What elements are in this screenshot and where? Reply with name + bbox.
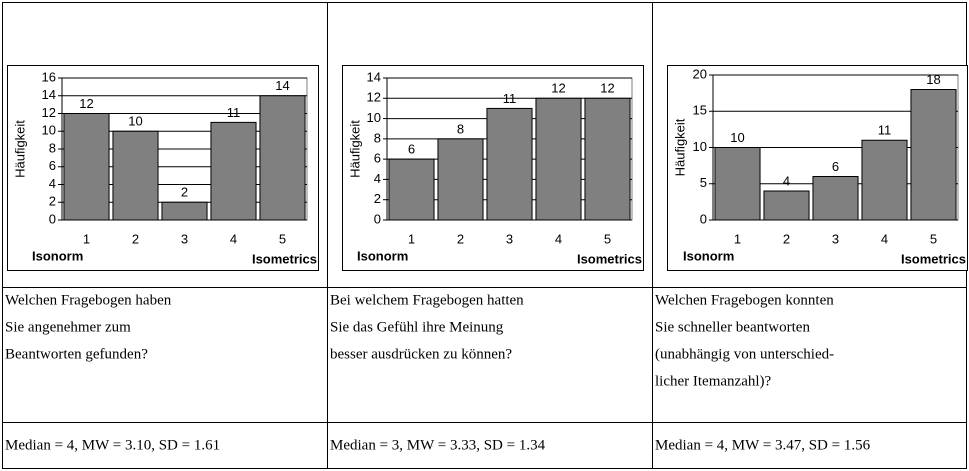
y-tick-label: 6 (49, 158, 56, 173)
value-label: 18 (926, 72, 940, 87)
bar (584, 97, 631, 221)
x-left-label: Isonorm (357, 248, 408, 263)
y-axis-label: Häufigkeit (672, 118, 687, 176)
chart: 0 5 10 15 20 1 10 2 4 3 6 4 11 5 18 Häufigkeit Isonorm Is… (667, 65, 968, 271)
value-label: 12 (600, 81, 614, 96)
y-axis-label: Häufigkeit (347, 120, 362, 178)
y-tick-label: 8 (374, 130, 381, 145)
question-line: Sie das Gefühl ihre Meinung (330, 319, 504, 335)
bar (763, 190, 810, 221)
x-tick-label: 2 (457, 231, 464, 246)
bar (486, 107, 533, 221)
x-tick-label: 3 (181, 231, 188, 246)
question-line: Bei welchem Fragebogen hatten (330, 292, 524, 308)
x-tick-label: 3 (506, 231, 513, 246)
y-tick-label: 10 (367, 110, 381, 125)
y-tick-label: 2 (49, 194, 56, 209)
value-label: 6 (832, 159, 839, 174)
x-left-label: Isonorm (32, 248, 83, 263)
x-tick-label: 3 (832, 231, 839, 246)
question-line: Sie schneller beantworten (655, 319, 810, 335)
x-tick-label: 4 (230, 231, 237, 246)
x-tick-label: 1 (408, 231, 415, 246)
bar (161, 201, 208, 221)
value-label: 4 (783, 173, 790, 188)
y-tick-label: 15 (693, 103, 707, 118)
x-right-label: Isometrics (252, 251, 317, 266)
y-tick-label: 5 (700, 175, 707, 190)
y-tick-label: 20 (693, 66, 707, 81)
x-tick-label: 4 (555, 231, 562, 246)
y-tick-label: 0 (49, 211, 56, 226)
x-tick-label: 2 (783, 231, 790, 246)
x-tick-label: 4 (881, 231, 888, 246)
x-tick-label: 1 (734, 231, 741, 246)
chart: 0 2 4 6 8 10 12 14 16 1 12 2 10 3 2 4 11 5 14 Häufigkeit Iso… (7, 65, 319, 271)
value-label: 11 (878, 123, 892, 138)
value-label: 2 (181, 185, 188, 200)
y-axis-label: Häufigkeit (12, 120, 27, 178)
stats-text: Median = 4, MW = 3.10, SD = 1.61 (5, 437, 220, 453)
bar (210, 121, 257, 221)
bar (535, 97, 582, 221)
x-tick-label: 5 (279, 231, 286, 246)
x-tick-label: 1 (83, 231, 90, 246)
y-tick-label: 12 (42, 105, 56, 120)
y-tick-label: 12 (367, 90, 381, 105)
bar (388, 158, 435, 221)
y-tick-label: 10 (42, 123, 56, 138)
y-tick-label: 10 (693, 139, 707, 154)
bar (437, 138, 484, 221)
bar (112, 130, 159, 221)
value-label: 10 (128, 114, 142, 129)
bar (63, 113, 110, 221)
y-tick-label: 6 (374, 151, 381, 166)
value-label: 6 (408, 142, 415, 157)
y-tick-label: 14 (367, 69, 381, 84)
question-line: licher Itemanzahl)? (655, 373, 772, 389)
y-tick-label: 8 (49, 140, 56, 155)
stats-text: Median = 3, MW = 3.33, SD = 1.34 (330, 437, 546, 453)
value-label: 10 (730, 130, 744, 145)
x-right-label: Isometrics (577, 251, 642, 266)
y-tick-label: 0 (374, 211, 381, 226)
y-tick-label: 0 (700, 211, 707, 226)
y-tick-label: 2 (374, 191, 381, 206)
value-label: 14 (275, 78, 289, 93)
value-label: 11 (227, 105, 241, 120)
question-line: Beantworten gefunden? (5, 346, 148, 362)
x-tick-label: 2 (132, 231, 139, 246)
bar (714, 147, 761, 221)
bar (812, 176, 859, 221)
question-line: besser ausdrücken zu können? (330, 346, 512, 362)
stats-text: Median = 4, MW = 3.47, SD = 1.56 (655, 437, 871, 453)
value-label: 12 (551, 81, 565, 96)
x-right-label: Isometrics (901, 251, 966, 266)
value-label: 12 (79, 96, 93, 111)
x-tick-label: 5 (930, 231, 937, 246)
question-line: Welchen Fragebogen haben (5, 292, 172, 308)
question-line: Welchen Fragebogen konnten (655, 292, 834, 308)
x-left-label: Isonorm (683, 248, 734, 263)
bar (910, 89, 957, 221)
y-tick-label: 4 (49, 176, 56, 191)
chart: 024681012141628311412512HäufigkeitIsonor… (342, 65, 644, 271)
y-tick-label: 16 (42, 69, 56, 84)
value-label: 11 (503, 91, 517, 106)
x-tick-label: 5 (604, 231, 611, 246)
bar (259, 95, 306, 221)
value-label: 8 (457, 121, 464, 136)
bar (861, 139, 908, 221)
question-line: (unabhängig von unterschied- (655, 346, 834, 362)
y-tick-label: 14 (42, 87, 56, 102)
question-line: Sie angenehmer zum (5, 319, 131, 335)
y-tick-label: 4 (374, 171, 381, 186)
